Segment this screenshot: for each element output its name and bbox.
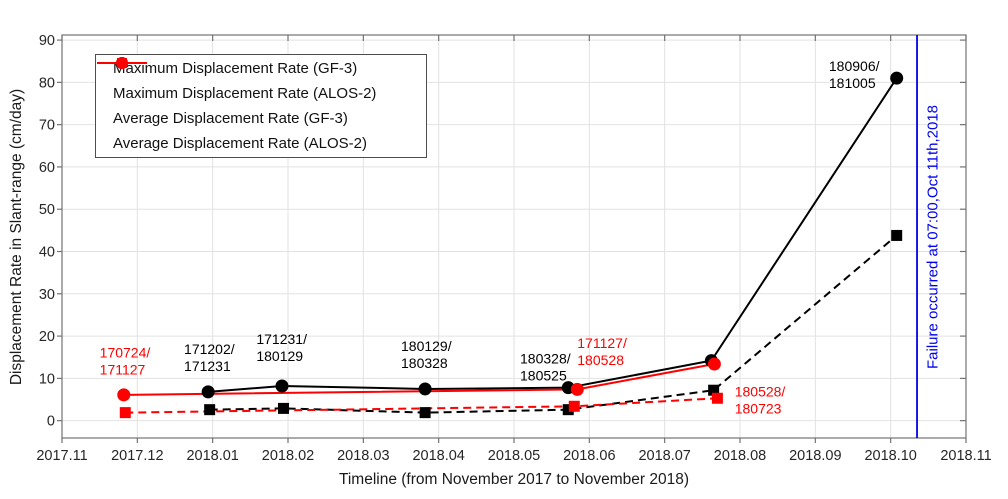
svg-text:171127/: 171127/ xyxy=(577,335,627,351)
axis-ticks xyxy=(57,35,967,443)
date-annotation-5: 171127/180528 xyxy=(577,335,627,368)
svg-text:180906/: 180906/ xyxy=(829,58,880,74)
failure-annotation-label: Failure occurred at 07:00,Oct 11th,2018 xyxy=(924,104,942,370)
y-tick-label: 50 xyxy=(39,202,55,218)
svg-text:181005: 181005 xyxy=(829,75,876,91)
y-axis-label: Displacement Rate in Slant-range (cm/day… xyxy=(8,88,25,386)
x-tick-label: 2018.10 xyxy=(864,448,916,464)
x-axis-label: Timeline (from November 2017 to November… xyxy=(338,471,690,488)
svg-text:171202/: 171202/ xyxy=(184,341,235,357)
legend-item-0: Maximum Displacement Rate (GF-3) xyxy=(97,56,426,81)
svg-text:180328: 180328 xyxy=(401,355,448,371)
x-tick-label: 2018.06 xyxy=(563,448,615,464)
x-tick-label: 2018.11 xyxy=(940,448,991,464)
legend-label: Maximum Displacement Rate (GF-3) xyxy=(113,60,358,77)
y-tick-label: 80 xyxy=(39,75,55,91)
x-tick-labels: 2017.11 2017.12 2018.01 2018.02 2018.03 2018.… xyxy=(36,448,991,464)
svg-text:171231/: 171231/ xyxy=(256,331,307,347)
svg-text:171231: 171231 xyxy=(184,358,231,374)
y-tick-label: 70 xyxy=(39,118,55,134)
x-tick-label: 2018.02 xyxy=(262,448,314,464)
svg-text:180528/: 180528/ xyxy=(735,383,786,399)
y-tick-label: 0 xyxy=(47,414,55,430)
y-tick-label: 90 xyxy=(39,33,55,49)
series-line-0 xyxy=(208,77,898,393)
dashed-square-sample-icon xyxy=(97,58,147,68)
date-annotation-7: 180906/181005 xyxy=(829,58,880,91)
legend-item-1: Maximum Displacement Rate (ALOS-2) xyxy=(97,57,426,106)
svg-text:180723: 180723 xyxy=(735,400,782,416)
y-tick-label: 30 xyxy=(39,287,55,303)
x-tick-label: 2018.03 xyxy=(337,448,389,464)
x-tick-label: 2017.11 xyxy=(36,448,87,464)
series-markers-1 xyxy=(117,357,721,402)
svg-text:180129/: 180129/ xyxy=(401,338,452,354)
x-tick-label: 2018.09 xyxy=(789,448,841,464)
date-annotation-1: 171202/171231 xyxy=(184,341,235,374)
series-line-2 xyxy=(209,234,898,414)
svg-text:180525: 180525 xyxy=(520,367,567,383)
series-markers-3 xyxy=(119,392,723,419)
y-tick-label: 20 xyxy=(39,329,55,345)
x-tick-label: 2018.01 xyxy=(186,448,238,464)
svg-text:170724/: 170724/ xyxy=(100,345,151,361)
y-tick-label: 40 xyxy=(39,245,55,261)
y-tick-labels: 0 10 20 30 40 50 60 70 80 90 xyxy=(39,33,55,430)
svg-text:171127: 171127 xyxy=(100,362,146,378)
date-annotation-4: 180328/180525 xyxy=(520,350,571,383)
svg-text:180129: 180129 xyxy=(256,348,303,364)
x-tick-label: 2018.05 xyxy=(488,448,540,464)
legend-label: Average Displacement Rate (ALOS-2) xyxy=(113,135,368,152)
x-tick-label: 2018.07 xyxy=(638,448,690,464)
legend-item-3: Average Displacement Rate (ALOS-2) xyxy=(97,58,426,156)
legend-label: Average Displacement Rate (GF-3) xyxy=(113,110,348,127)
date-annotation-0: 170724/171127 xyxy=(100,345,151,378)
svg-text:180328/: 180328/ xyxy=(520,350,571,366)
x-tick-label: 2017.12 xyxy=(111,448,163,464)
date-annotation-3: 180129/180328 xyxy=(401,338,452,371)
series-markers-2 xyxy=(204,229,903,419)
legend-item-2: Average Displacement Rate (GF-3) xyxy=(97,58,426,131)
x-tick-label: 2018.04 xyxy=(412,448,464,464)
date-annotation-6: 180528/180723 xyxy=(735,383,786,416)
y-tick-label: 10 xyxy=(39,371,55,387)
legend: Maximum Displacement Rate (GF-3) Maximum … xyxy=(95,54,427,158)
legend-label: Maximum Displacement Rate (ALOS-2) xyxy=(113,85,377,102)
svg-text:180528: 180528 xyxy=(577,352,624,368)
y-tick-label: 60 xyxy=(39,160,55,176)
x-tick-label: 2018.08 xyxy=(714,448,766,464)
date-annotation-2: 171231/180129 xyxy=(256,331,307,364)
